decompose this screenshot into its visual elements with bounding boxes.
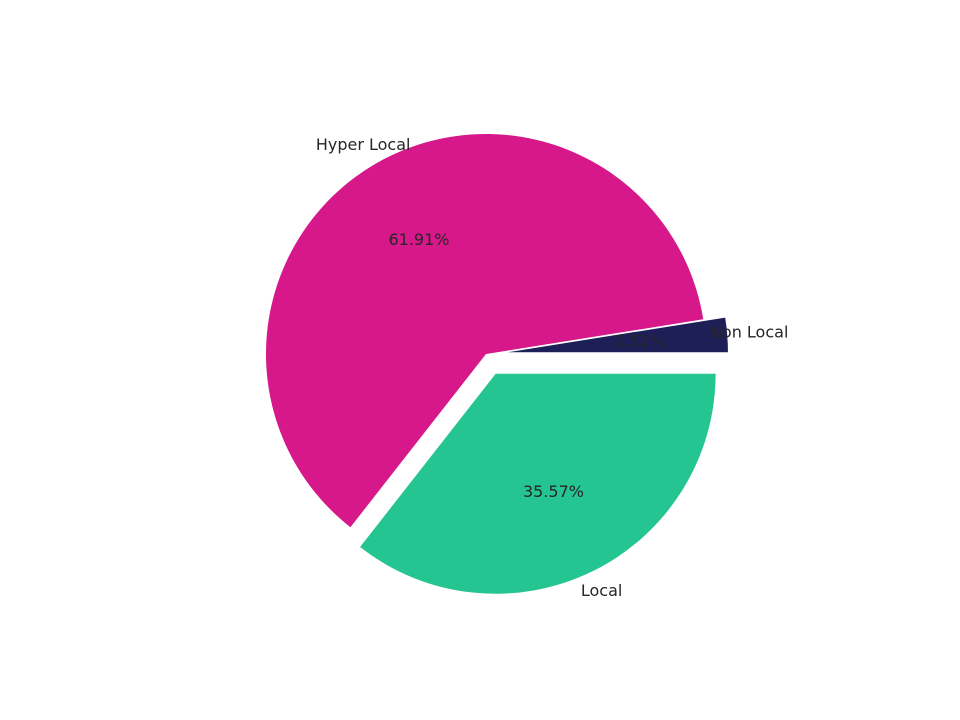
- slice-label: Hyper Local: [316, 135, 411, 154]
- pie-slice: [360, 373, 716, 594]
- pie-slice: [507, 317, 728, 353]
- pie-slice: [265, 133, 704, 528]
- slice-label: Non Local: [710, 323, 788, 342]
- percent-label: 2.52%: [614, 331, 665, 350]
- slice-label: Local: [581, 581, 622, 600]
- percent-label: 35.57%: [523, 482, 584, 501]
- percent-label: 61.91%: [388, 230, 449, 249]
